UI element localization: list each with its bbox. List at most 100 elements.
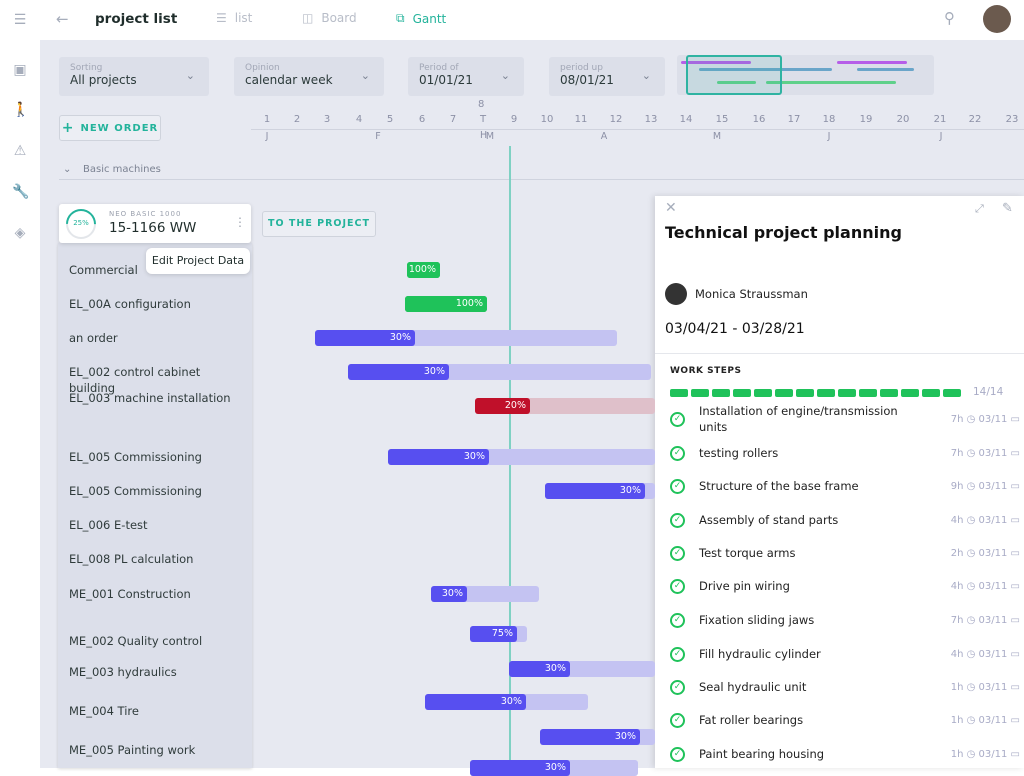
- task-bar-progress: 30%: [425, 694, 526, 710]
- step-meta: 7h ◷ 03/11 ▭: [951, 414, 1020, 425]
- check-circle-icon[interactable]: ✓: [670, 578, 685, 594]
- tab-board[interactable]: ◫ Board: [302, 11, 357, 25]
- work-step[interactable]: ✓ Test torque arms 2h ◷ 03/11 ▭: [670, 545, 1020, 561]
- chevron-down-icon: ⌄: [185, 69, 195, 82]
- progress-segment: [817, 389, 835, 397]
- work-step[interactable]: ✓ Drive pin wiring 4h ◷ 03/11 ▭: [670, 578, 1020, 594]
- tag-icon[interactable]: ◈: [14, 225, 26, 241]
- group-chevron-icon[interactable]: ⌄: [63, 164, 72, 175]
- work-step[interactable]: ✓ testing rollers 7h ◷ 03/11 ▭: [670, 445, 1020, 461]
- month-label: J: [827, 131, 831, 142]
- to-project-button[interactable]: TO THE PROJECT: [262, 211, 376, 237]
- tab-list[interactable]: ☰ list: [216, 11, 252, 25]
- week-label: 10: [540, 114, 554, 125]
- check-circle-icon[interactable]: ✓: [670, 712, 685, 728]
- task-label[interactable]: EL_005 Commissioning: [69, 450, 202, 464]
- task-bar[interactable]: 20%: [475, 398, 655, 414]
- minimap-line: [857, 68, 914, 71]
- task-bar[interactable]: 30%: [545, 483, 655, 499]
- week-label: 22: [968, 114, 982, 125]
- task-bar[interactable]: 30%: [431, 586, 539, 602]
- check-circle-icon[interactable]: ✓: [670, 612, 685, 628]
- edit-project-tooltip[interactable]: Edit Project Data: [146, 248, 250, 274]
- step-hours: 4h: [950, 514, 964, 526]
- check-circle-icon[interactable]: ✓: [670, 478, 685, 494]
- minimap-viewport[interactable]: [686, 55, 782, 95]
- filter-value: All projects: [70, 73, 137, 87]
- task-bar[interactable]: 100%: [405, 296, 487, 312]
- filter-value: calendar week: [245, 73, 333, 87]
- work-step[interactable]: ✓ Paint bearing housing 1h ◷ 03/11 ▭: [670, 746, 1020, 762]
- week-label: 13: [644, 114, 658, 125]
- task-bar[interactable]: 30%: [509, 661, 655, 677]
- work-step[interactable]: ✓ Fixation sliding jaws 7h ◷ 03/11 ▭: [670, 612, 1020, 628]
- filter-dropdown[interactable]: period up 08/01/21 ⌄: [549, 57, 665, 96]
- work-step[interactable]: ✓ Installation of engine/transmission uni…: [670, 403, 1020, 435]
- check-circle-icon[interactable]: ✓: [670, 646, 685, 662]
- tab-label: Gantt: [412, 11, 447, 26]
- wrench-icon[interactable]: 🔧: [12, 184, 30, 200]
- step-hours: 4h: [950, 648, 964, 660]
- step-name: Test torque arms: [699, 546, 796, 560]
- step-meta: 4h ◷ 03/11 ▭: [951, 515, 1020, 526]
- tab-gantt[interactable]: ⧉ Gantt: [396, 11, 446, 26]
- work-step[interactable]: ✓ Fill hydraulic cylinder 4h ◷ 03/11 ▭: [670, 646, 1020, 662]
- project-card[interactable]: 25% NEO BASIC 1000 15-1166 WW ⋮: [59, 202, 251, 246]
- filter-dropdown[interactable]: Sorting All projects ⌄: [59, 57, 209, 96]
- new-order-button[interactable]: + NEW ORDER: [59, 115, 161, 141]
- avatar[interactable]: [983, 5, 1011, 33]
- task-label[interactable]: ME_003 hydraulics: [69, 665, 177, 679]
- progress-segment: [691, 389, 709, 397]
- task-bar[interactable]: 30%: [425, 694, 588, 710]
- task-label[interactable]: ME_004 Tire: [69, 704, 139, 718]
- task-label[interactable]: EL_00A configuration: [69, 297, 191, 311]
- progress-segment: [943, 389, 961, 397]
- check-circle-icon[interactable]: ✓: [670, 512, 685, 528]
- work-step[interactable]: ✓ Fat roller bearings 1h ◷ 03/11 ▭: [670, 712, 1020, 728]
- task-bar[interactable]: 30%: [315, 330, 617, 346]
- task-label[interactable]: EL_003 machine installation: [69, 391, 231, 405]
- task-bar[interactable]: 75%: [470, 626, 527, 642]
- clipboard-check-icon[interactable]: ▣: [13, 62, 27, 78]
- search-icon[interactable]: ⚲: [944, 9, 955, 27]
- check-circle-icon[interactable]: ✓: [670, 445, 685, 461]
- work-step[interactable]: ✓ Structure of the base frame 9h ◷ 03/11 ▭: [670, 478, 1020, 494]
- check-circle-icon[interactable]: ✓: [670, 746, 685, 762]
- menu-icon[interactable]: ☰: [13, 12, 27, 28]
- check-circle-icon[interactable]: ✓: [670, 411, 685, 427]
- walking-person-icon[interactable]: 🚶: [12, 102, 30, 118]
- task-bar[interactable]: 30%: [388, 449, 655, 465]
- task-bar[interactable]: 100%: [407, 262, 440, 278]
- task-label[interactable]: EL_006 E-test: [69, 518, 148, 532]
- edit-pencil-icon[interactable]: ✎: [1002, 201, 1013, 216]
- minimap[interactable]: [677, 55, 934, 95]
- check-circle-icon[interactable]: ✓: [670, 679, 685, 695]
- task-label[interactable]: EL_002 control cabinet building: [69, 365, 201, 395]
- check-circle-icon[interactable]: ✓: [670, 545, 685, 561]
- more-icon[interactable]: ⋮: [234, 215, 246, 229]
- minimap-line: [681, 61, 751, 64]
- expand-icon[interactable]: ⤢: [975, 202, 984, 215]
- calendar-icon: ▭: [1010, 514, 1020, 526]
- task-bar[interactable]: 30%: [470, 760, 638, 776]
- task-bar[interactable]: 30%: [348, 364, 651, 380]
- task-label[interactable]: an order: [69, 331, 118, 345]
- filter-dropdown[interactable]: Opinion calendar week ⌄: [234, 57, 384, 96]
- work-step[interactable]: ✓ Seal hydraulic unit 1h ◷ 03/11 ▭: [670, 679, 1020, 695]
- task-label[interactable]: EL_008 PL calculation: [69, 552, 194, 566]
- work-step[interactable]: ✓ Assembly of stand parts 4h ◷ 03/11 ▭: [670, 512, 1020, 528]
- task-label[interactable]: ME_001 Construction: [69, 587, 191, 601]
- task-label[interactable]: Commercial: [69, 263, 138, 277]
- warning-icon[interactable]: ⚠: [13, 143, 27, 159]
- clock-icon: ◷: [966, 614, 976, 626]
- calendar-icon: ▭: [1010, 614, 1020, 626]
- filter-dropdown[interactable]: Period of 01/01/21 ⌄: [408, 57, 524, 96]
- close-icon[interactable]: ✕: [665, 200, 677, 216]
- task-label[interactable]: EL_005 Commissioning: [69, 484, 202, 498]
- task-label[interactable]: ME_002 Quality control: [69, 634, 203, 648]
- week-label: 2: [293, 114, 301, 125]
- task-bar[interactable]: 30%: [540, 729, 655, 745]
- back-arrow-icon[interactable]: ←: [56, 10, 69, 28]
- step-date: 03/11: [978, 681, 1008, 693]
- task-label[interactable]: ME_005 Painting work: [69, 743, 196, 757]
